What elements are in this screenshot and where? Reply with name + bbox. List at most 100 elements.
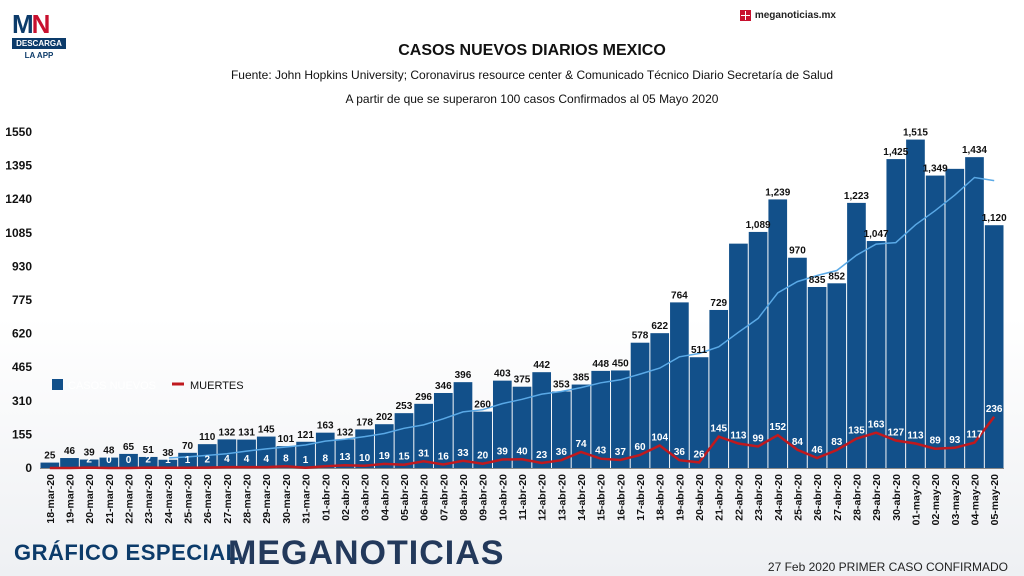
x-tick-label: 03-may-20 xyxy=(950,474,962,526)
deaths-value-label: 236 xyxy=(986,404,1003,415)
bar-value-label: 1,425 xyxy=(883,147,908,158)
bar xyxy=(355,429,374,468)
bar xyxy=(729,243,748,468)
trend-line xyxy=(167,176,995,459)
x-tick-label: 18-abr-20 xyxy=(655,474,667,521)
deaths-value-label: 89 xyxy=(930,436,942,447)
bar xyxy=(433,392,453,468)
bar-value-label: 131 xyxy=(238,428,255,439)
bar-value-label: 25 xyxy=(44,451,56,462)
bar-value-label: 163 xyxy=(317,421,334,432)
x-tick-label: 25-abr-20 xyxy=(792,474,804,521)
x-tick-label: 24-abr-20 xyxy=(773,474,785,521)
deaths-value-label: 36 xyxy=(674,447,686,458)
x-tick-label: 04-may-20 xyxy=(969,474,981,526)
x-tick-label: 24-mar-20 xyxy=(163,474,175,524)
bar-value-label: 448 xyxy=(592,359,609,370)
bar-value-label: 253 xyxy=(396,401,413,412)
deaths-value-label: 26 xyxy=(693,449,705,460)
y-tick-label: 930 xyxy=(12,259,32,273)
deaths-value-label: 135 xyxy=(848,426,865,437)
deaths-value-label: 19 xyxy=(379,451,391,462)
bar xyxy=(591,370,611,468)
x-tick-label: 18-mar-20 xyxy=(45,474,57,524)
bar-value-label: 1,239 xyxy=(765,187,790,198)
deaths-value-label: 40 xyxy=(516,446,528,457)
bar-value-label: 511 xyxy=(691,345,708,356)
deaths-value-label: 23 xyxy=(536,450,548,461)
bar-value-label: 622 xyxy=(651,321,668,332)
deaths-value-label: 46 xyxy=(812,445,824,456)
x-tick-label: 19-mar-20 xyxy=(65,474,77,524)
bar xyxy=(906,139,925,468)
deaths-value-label: 117 xyxy=(966,430,983,441)
deaths-value-label: 15 xyxy=(398,452,410,463)
deaths-value-label: 10 xyxy=(359,453,371,464)
bar-value-label: 764 xyxy=(671,290,688,301)
bar xyxy=(60,458,79,468)
bar xyxy=(650,333,670,468)
bar-value-label: 353 xyxy=(553,379,570,390)
x-tick-label: 28-abr-20 xyxy=(851,474,863,521)
bar xyxy=(768,199,788,468)
deaths-value-label: 60 xyxy=(634,442,646,453)
x-tick-label: 09-abr-20 xyxy=(478,474,490,521)
logo-mark: MN xyxy=(12,11,66,37)
bar-value-label: 48 xyxy=(103,446,115,457)
x-tick-label: 26-abr-20 xyxy=(812,474,824,521)
bar-value-label: 51 xyxy=(143,445,155,456)
x-tick-label: 25-mar-20 xyxy=(183,474,195,524)
deaths-value-label: 39 xyxy=(497,447,509,458)
deaths-value-label: 113 xyxy=(730,431,747,442)
x-tick-label: 12-abr-20 xyxy=(537,474,549,521)
bar xyxy=(807,286,827,468)
bar-value-label: 121 xyxy=(297,430,314,441)
deaths-value-label: 127 xyxy=(887,427,904,438)
bar xyxy=(552,391,571,468)
deaths-value-label: 0 xyxy=(106,455,112,466)
deaths-value-label: 16 xyxy=(438,452,450,463)
x-tick-label: 01-may-20 xyxy=(910,474,922,526)
bar xyxy=(788,257,807,468)
bar-value-label: 38 xyxy=(162,448,174,459)
x-tick-label: 05-abr-20 xyxy=(399,474,411,521)
bar-value-label: 65 xyxy=(123,442,135,453)
bar xyxy=(512,386,532,468)
bar-value-label: 46 xyxy=(64,446,76,457)
x-tick-label: 16-abr-20 xyxy=(615,474,627,521)
deaths-value-label: 163 xyxy=(868,420,885,431)
x-tick-label: 02-may-20 xyxy=(930,474,942,526)
bar xyxy=(571,384,591,468)
bar-value-label: 375 xyxy=(514,375,531,386)
bar-value-label: 835 xyxy=(809,275,826,286)
bar-value-label: 396 xyxy=(455,370,472,381)
y-tick-label: 155 xyxy=(12,427,32,441)
deaths-value-label: 0 xyxy=(126,455,132,466)
y-tick-label: 1395 xyxy=(5,159,32,173)
deaths-value-label: 4 xyxy=(224,454,230,465)
bar xyxy=(473,411,492,468)
x-tick-label: 21-abr-20 xyxy=(714,474,726,521)
deaths-value-label: 2 xyxy=(204,455,210,466)
legend-cases-swatch xyxy=(52,379,63,390)
x-tick-label: 29-abr-20 xyxy=(871,474,883,521)
deaths-value-label: 145 xyxy=(710,424,727,435)
deaths-value-label: 99 xyxy=(753,434,765,445)
bar-value-label: 296 xyxy=(415,392,432,403)
deaths-value-label: 2 xyxy=(145,455,151,466)
x-tick-label: 14-abr-20 xyxy=(576,474,588,521)
legend-deaths-label: MUERTES xyxy=(190,380,244,392)
footer-special-label: GRÁFICO ESPECIAL xyxy=(14,540,240,565)
bar xyxy=(847,202,866,468)
y-tick-label: 620 xyxy=(12,327,32,341)
y-tick-label: 0 xyxy=(25,461,32,475)
deaths-value-label: 84 xyxy=(792,437,804,448)
bar xyxy=(748,231,768,468)
bar xyxy=(374,424,394,468)
x-tick-label: 05-may-20 xyxy=(989,474,1001,526)
footer-first-case: 27 Feb 2020 PRIMER CASO CONFIRMADO xyxy=(767,560,1008,574)
bar-value-label: 110 xyxy=(199,432,216,443)
y-tick-label: 465 xyxy=(12,360,32,374)
chart-subtitle: A partir de que se superaron 100 casos C… xyxy=(345,92,719,106)
x-tick-label: 20-mar-20 xyxy=(84,474,96,524)
